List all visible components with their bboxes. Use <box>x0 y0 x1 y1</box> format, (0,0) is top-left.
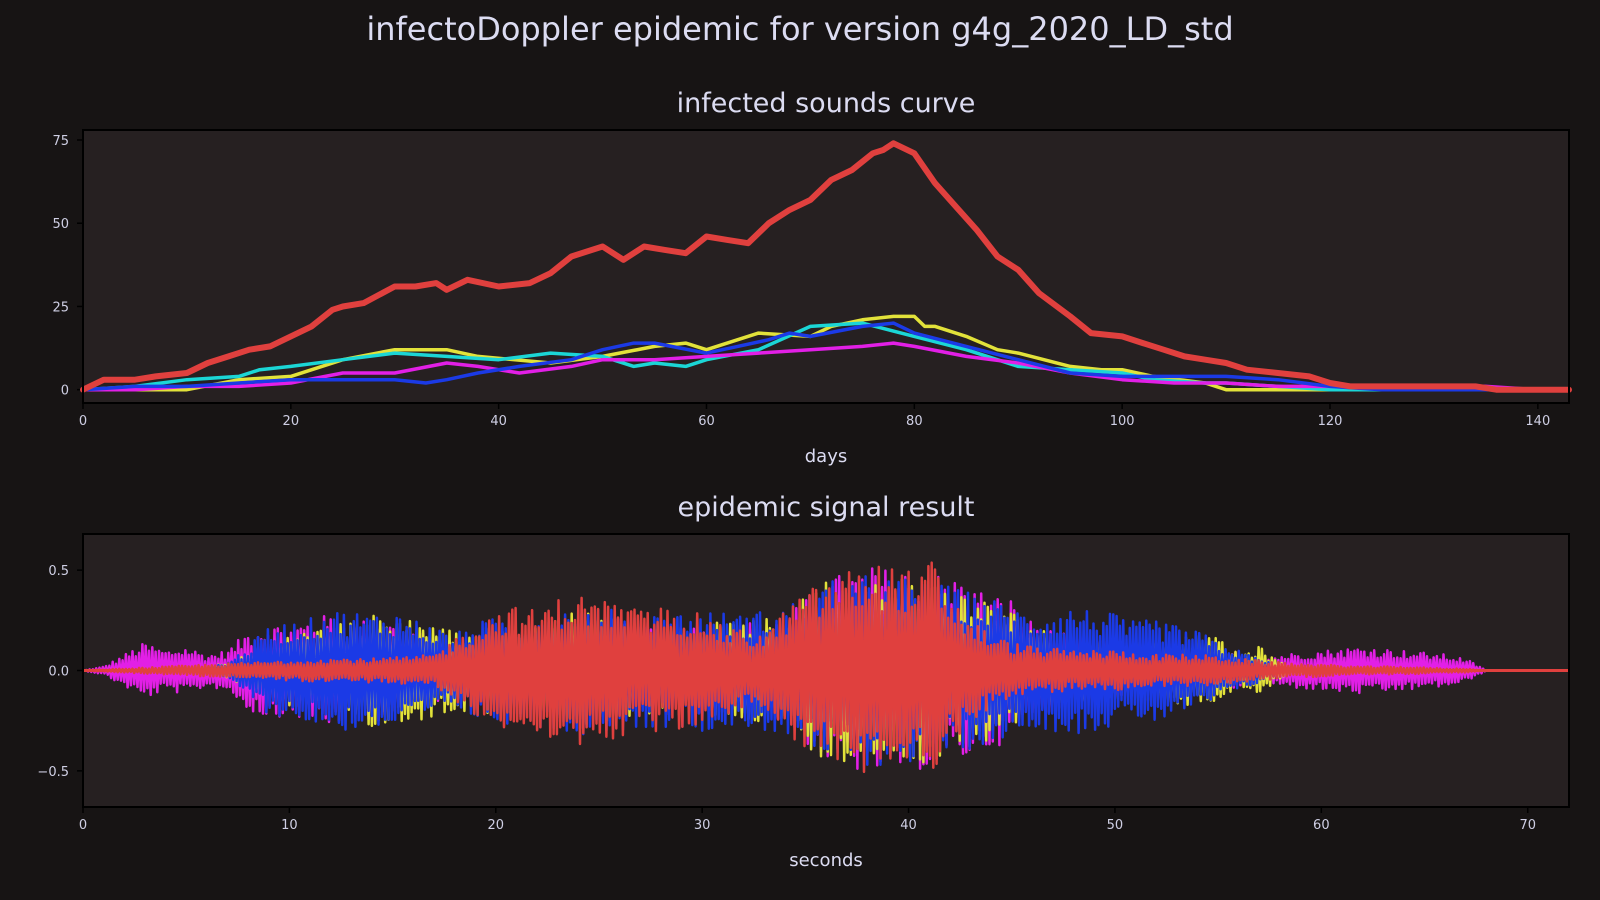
y-tick-label: 0 <box>61 384 69 399</box>
x-tick-label: 60 <box>698 414 715 429</box>
series-line <box>81 321 1571 392</box>
y-ticks-1: 0 25 50 75 <box>52 134 83 399</box>
x-tick-label: 140 <box>1525 414 1550 429</box>
y-tick-label: 0.5 <box>48 564 69 579</box>
x-tick-label: 20 <box>283 414 300 429</box>
x-tick-label: 10 <box>281 818 298 833</box>
series-line <box>80 140 1572 393</box>
x-tick-label: 40 <box>490 414 507 429</box>
x-tick-label: 0 <box>79 414 87 429</box>
x-tick-label: 60 <box>1313 818 1330 833</box>
y-tick-label: 25 <box>52 300 69 315</box>
chart-epidemic-signal-result: epidemic signal result 0.5 0.0 −0.5 0 10 20 3… <box>37 492 1570 871</box>
y-tick-label: 50 <box>52 217 69 232</box>
x-tick-label: 70 <box>1519 818 1536 833</box>
plot-frame <box>82 533 1570 808</box>
chart-title: epidemic signal result <box>677 492 974 523</box>
series-line <box>81 314 1571 392</box>
x-ticks-1: 0 20 40 60 80 100 120 140 <box>79 403 1550 429</box>
x-tick-label: 100 <box>1110 414 1135 429</box>
x-tick-label: 20 <box>488 818 505 833</box>
x-axis-label: seconds <box>789 850 863 871</box>
y-ticks-2: 0.5 0.0 −0.5 <box>37 564 83 780</box>
plot-frame <box>82 129 1570 404</box>
series-2 <box>82 561 1569 774</box>
x-tick-label: 40 <box>900 818 917 833</box>
x-tick-label: 120 <box>1318 414 1343 429</box>
x-tick-label: 0 <box>79 818 87 833</box>
x-tick-label: 80 <box>906 414 923 429</box>
series-1 <box>80 140 1572 393</box>
series-waveform <box>82 561 1569 774</box>
x-tick-label: 50 <box>1107 818 1124 833</box>
figure-title: infectoDoppler epidemic for version g4g_… <box>366 10 1234 48</box>
x-tick-label: 30 <box>694 818 711 833</box>
x-ticks-2: 0 10 20 30 40 50 60 70 <box>79 807 1536 833</box>
x-axis-label: days <box>805 446 848 467</box>
y-tick-label: 75 <box>52 134 69 149</box>
plot-area <box>83 130 1569 403</box>
chart-title: infected sounds curve <box>677 88 976 119</box>
y-tick-label: 0.0 <box>48 665 69 680</box>
chart-infected-sounds-curve: infected sounds curve 0 25 50 75 0 20 40 60 80 1… <box>52 88 1572 467</box>
y-tick-label: −0.5 <box>37 765 69 780</box>
